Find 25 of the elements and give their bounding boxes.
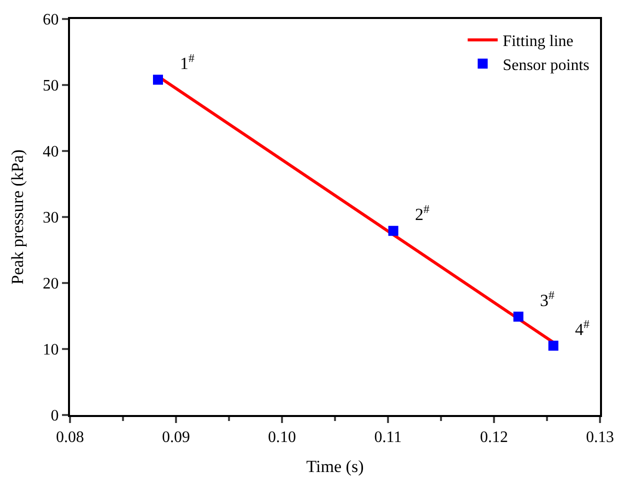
x-tick-label: 0.10 <box>268 429 296 446</box>
legend-label: Sensor points <box>502 56 590 74</box>
x-tick-label: 0.11 <box>374 429 402 446</box>
y-axis-title: Peak pressure (kPa) <box>8 149 27 285</box>
y-tick-label: 20 <box>42 276 59 293</box>
annotation: 1$^{#}$ <box>180 51 194 74</box>
point <box>548 340 558 351</box>
annotation: 4$^{#}$ <box>575 317 590 340</box>
legend-label: Fitting line <box>502 33 574 50</box>
annotation: 3$^{#}$ <box>540 288 554 310</box>
point <box>388 226 398 236</box>
x-tick-label: 0.09 <box>162 429 190 446</box>
y-tick-label: 10 <box>42 342 59 359</box>
annotation: 2$^{#}$ <box>415 202 430 224</box>
y-tick-label: 30 <box>42 210 59 227</box>
point <box>152 74 163 85</box>
y-tick-label: 60 <box>42 12 59 29</box>
y-tick-label: 50 <box>42 78 59 95</box>
y-tick-label: 0 <box>50 408 59 425</box>
x-tick-label: 0.12 <box>480 429 508 446</box>
x-tick-label: 0.13 <box>586 429 614 446</box>
x-tick-label: 0.08 <box>56 429 84 446</box>
y-tick-label: 40 <box>42 144 59 161</box>
x-axis-title: Time (s) <box>306 457 364 476</box>
point <box>513 312 524 322</box>
